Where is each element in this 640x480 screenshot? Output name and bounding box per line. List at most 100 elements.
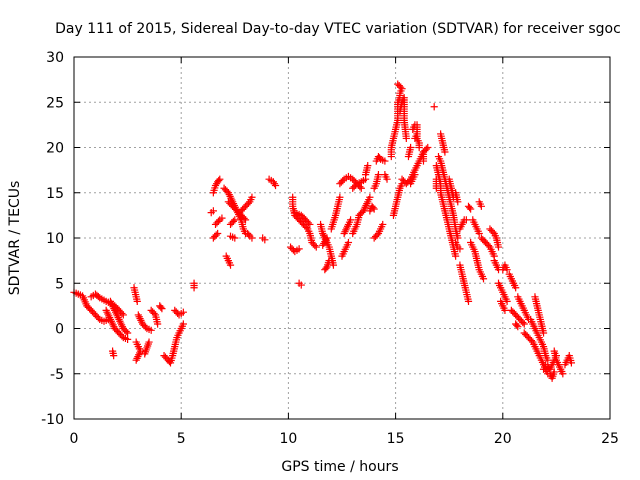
data-point (306, 220, 314, 229)
data-point (179, 308, 187, 316)
y-axis-ticks: -10 -5 0 5 10 15 20 25 30 (41, 50, 610, 428)
y-tick-label: 10 (46, 231, 64, 247)
data-point (319, 241, 327, 249)
data-point (344, 238, 353, 247)
chart-title: Day 111 of 2015, Sidereal Day-to-day VTE… (55, 21, 621, 37)
data-point (312, 243, 320, 251)
data-point (346, 216, 355, 224)
data-point (244, 199, 252, 207)
data-point (295, 245, 303, 253)
data-point (215, 176, 223, 185)
x-tick-label: 5 (177, 431, 186, 447)
data-point (395, 82, 403, 90)
data-point (484, 241, 493, 250)
data-point (124, 335, 132, 343)
x-axis-ticks: 0 5 10 15 20 25 (70, 57, 619, 447)
data-point (122, 327, 130, 336)
data-point (302, 223, 310, 232)
data-point (322, 264, 330, 272)
data-point (475, 229, 483, 238)
data-point (373, 231, 381, 239)
y-tick-label: 15 (46, 186, 64, 202)
data-point (419, 157, 428, 165)
data-point (248, 234, 256, 242)
data-point (454, 198, 462, 206)
data-point (157, 303, 165, 311)
data-points (70, 80, 576, 382)
y-tick-label: 0 (55, 322, 64, 338)
data-point (454, 234, 462, 242)
data-point (411, 171, 419, 179)
data-point (158, 304, 166, 313)
x-tick-label: 10 (279, 431, 297, 447)
data-point (519, 318, 527, 327)
data-point (118, 309, 126, 318)
y-tick-label: 5 (55, 276, 64, 292)
data-point (503, 266, 511, 274)
data-point (212, 231, 220, 239)
data-point (231, 216, 239, 224)
x-axis-label: GPS time / hours (281, 459, 398, 475)
data-point (325, 257, 333, 265)
data-point (214, 217, 222, 226)
y-axis-label: SDTVAR / TECUs (7, 181, 23, 296)
data-point (424, 143, 432, 152)
data-point (379, 220, 387, 229)
data-point (441, 148, 449, 156)
data-point (311, 241, 319, 250)
data-point (248, 193, 256, 201)
data-point (218, 214, 226, 222)
data-point (494, 243, 503, 251)
data-point (394, 80, 402, 88)
data-point (383, 175, 391, 183)
data-point (133, 297, 141, 305)
data-point (513, 321, 521, 329)
data-point (226, 261, 235, 269)
y-tick-label: -10 (41, 412, 64, 428)
data-point (336, 193, 344, 201)
data-point (132, 356, 140, 364)
data-point (147, 326, 155, 334)
x-tick-label: 15 (387, 431, 405, 447)
data-point (297, 281, 305, 289)
data-point (567, 359, 576, 367)
data-point (190, 284, 198, 292)
data-point (539, 329, 548, 337)
data-point (465, 204, 474, 212)
data-point (381, 157, 389, 165)
data-point (119, 311, 127, 319)
data-point (214, 229, 222, 238)
data-point (527, 336, 535, 345)
data-point (261, 236, 269, 244)
data-point (503, 297, 511, 305)
data-point (477, 202, 485, 210)
data-point (407, 143, 415, 152)
y-tick-label: 20 (46, 141, 64, 157)
data-point (229, 217, 237, 226)
data-point (209, 207, 217, 215)
y-tick-label: 25 (46, 95, 64, 111)
data-point (226, 232, 235, 240)
data-point (452, 252, 460, 260)
x-tick-label: 0 (70, 431, 79, 447)
data-point (559, 370, 567, 378)
data-point (369, 204, 377, 212)
data-point (141, 350, 149, 358)
data-point (544, 356, 552, 364)
data-point (467, 205, 475, 213)
data-point (402, 134, 410, 143)
data-point (550, 368, 558, 376)
data-point (512, 284, 520, 292)
x-tick-label: 20 (494, 431, 512, 447)
data-point (364, 162, 372, 170)
data-point (110, 352, 118, 360)
data-point (154, 320, 162, 328)
data-point (514, 323, 522, 331)
data-point (150, 309, 158, 318)
data-point (179, 320, 187, 328)
data-point (501, 306, 509, 314)
data-point (270, 180, 279, 188)
data-point (464, 297, 473, 305)
data-point (413, 130, 421, 138)
